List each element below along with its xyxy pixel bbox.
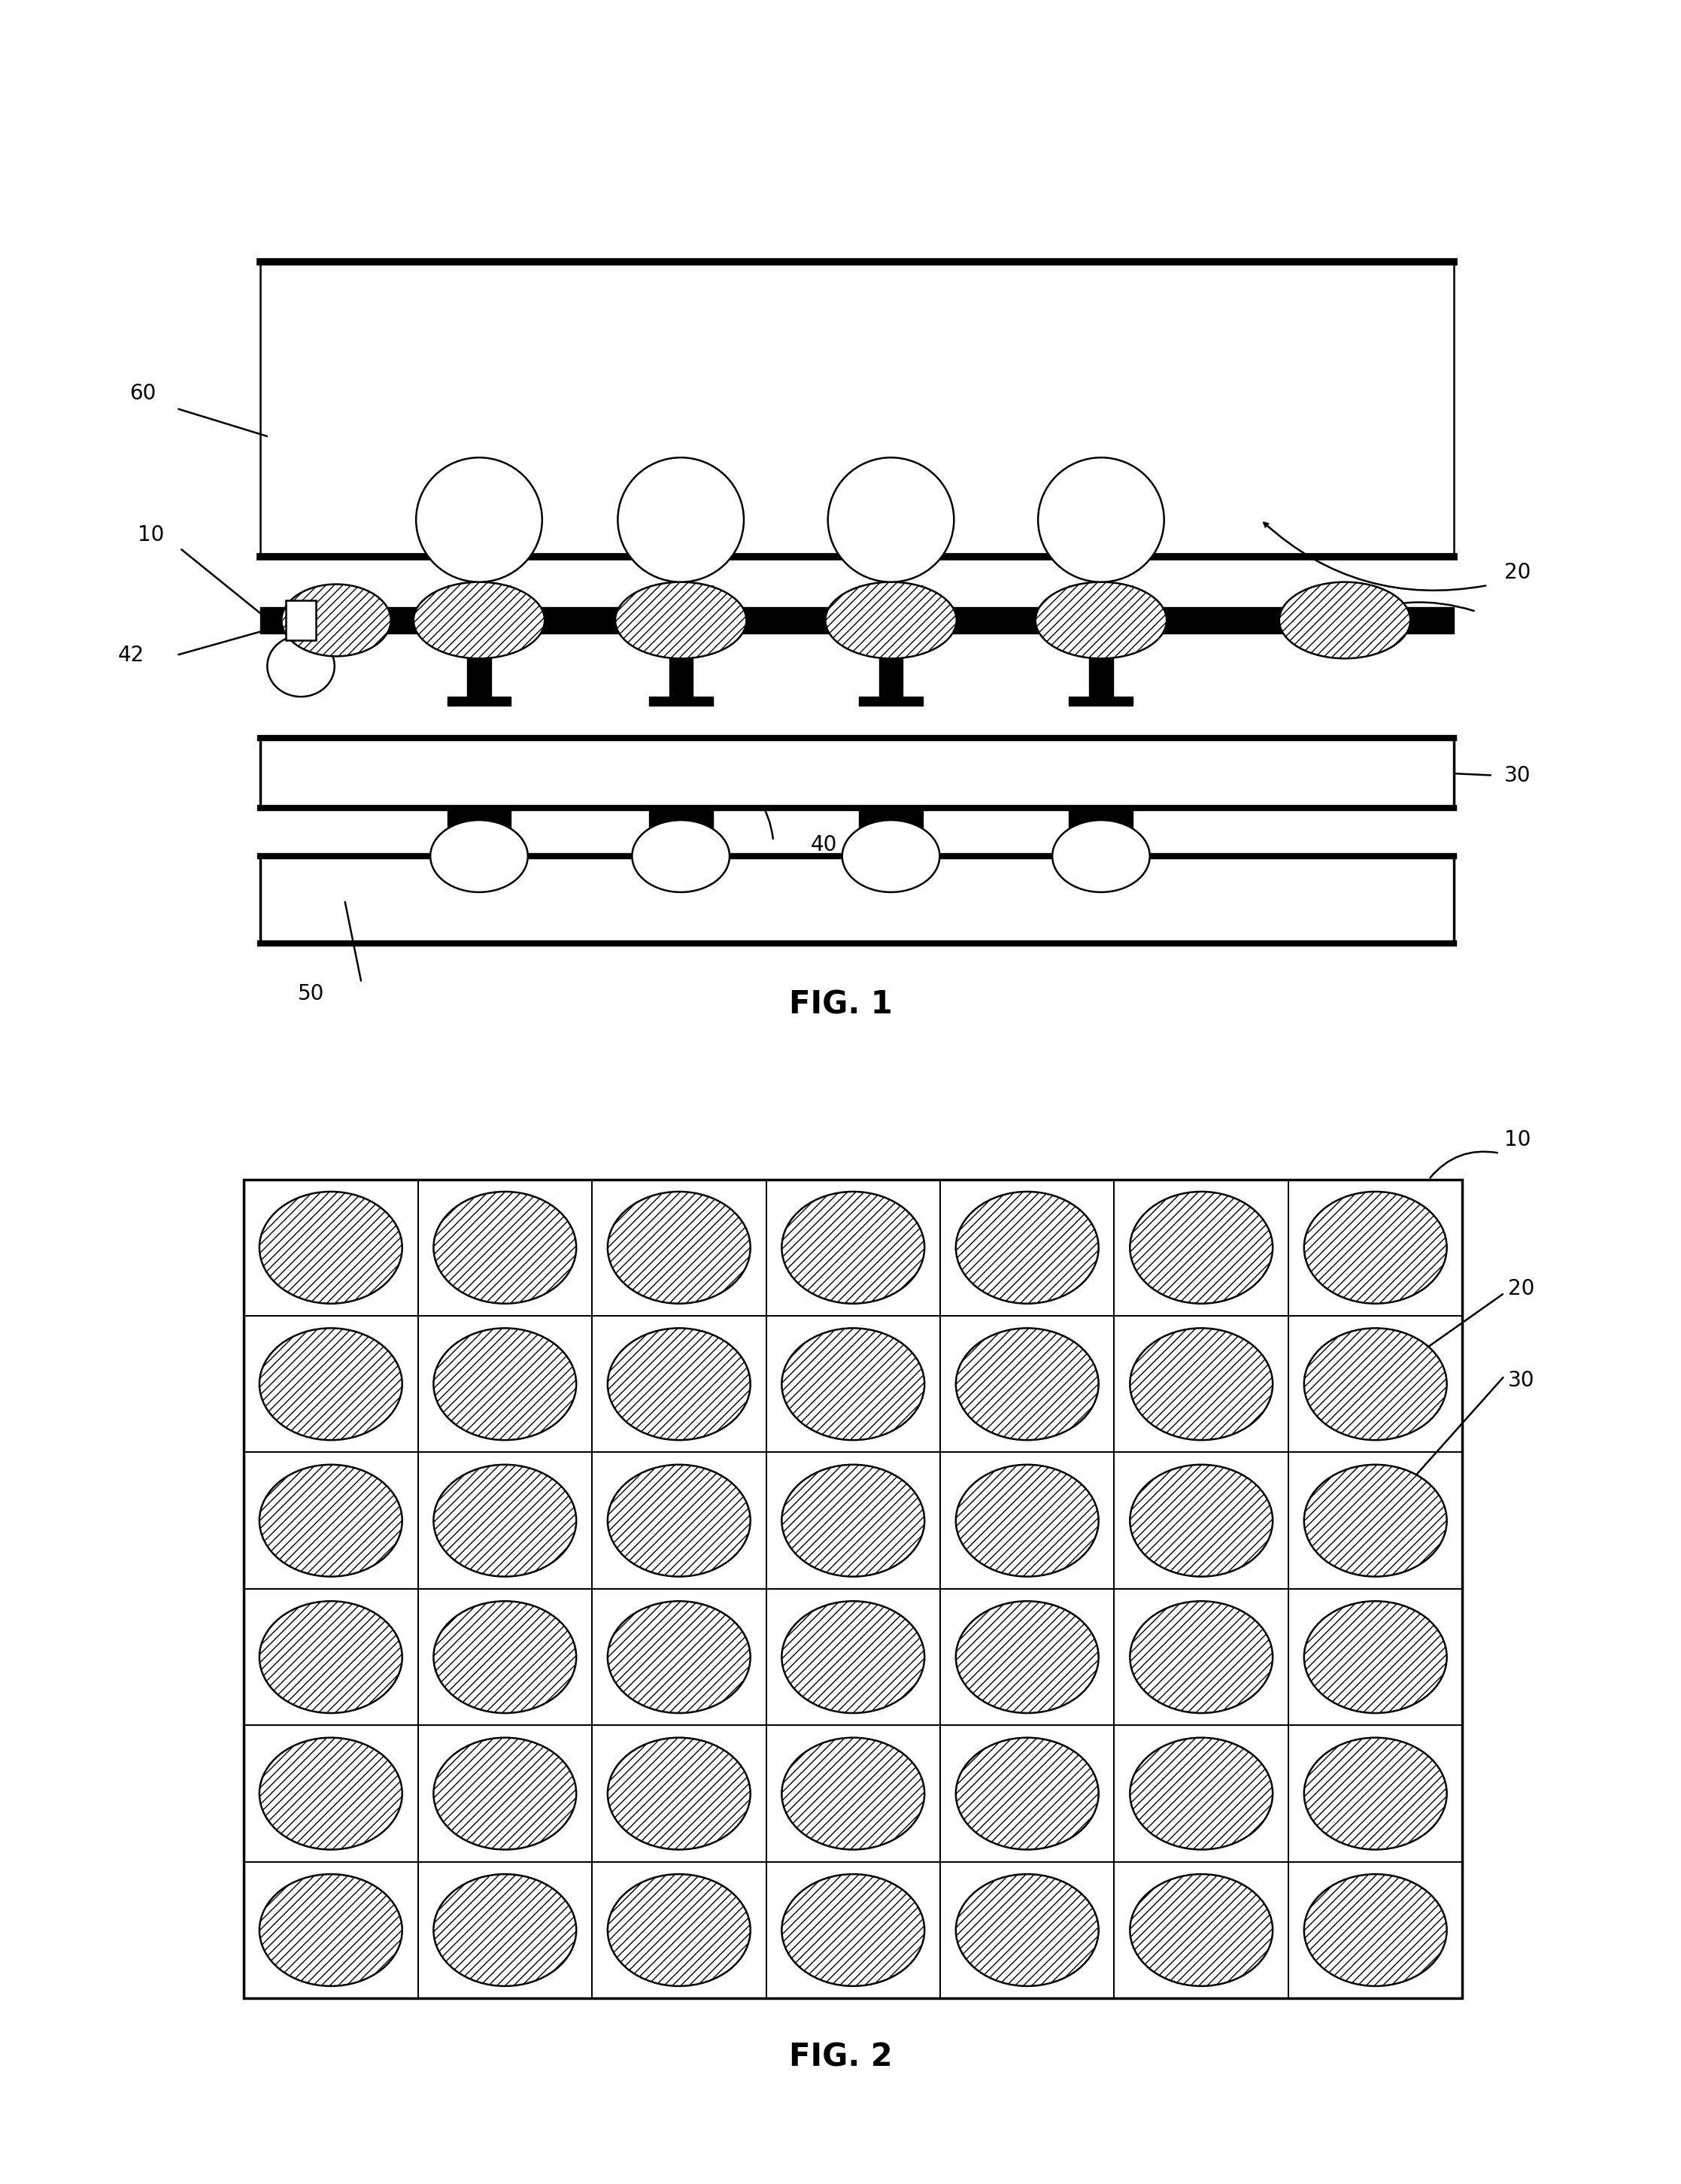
Ellipse shape — [259, 1465, 402, 1577]
Ellipse shape — [259, 1192, 402, 1304]
Bar — [674, 605, 688, 636]
Ellipse shape — [1130, 1874, 1273, 1985]
Ellipse shape — [415, 456, 541, 581]
Ellipse shape — [956, 1874, 1099, 1985]
Ellipse shape — [782, 1874, 925, 1985]
Bar — [261, 262, 1454, 557]
Ellipse shape — [1304, 1601, 1447, 1712]
Ellipse shape — [1304, 1192, 1447, 1304]
Ellipse shape — [632, 821, 730, 891]
Ellipse shape — [1130, 1465, 1273, 1577]
Bar — [1094, 605, 1108, 636]
Ellipse shape — [607, 1465, 750, 1577]
Text: 10: 10 — [1504, 1129, 1531, 1151]
Ellipse shape — [282, 583, 392, 655]
Ellipse shape — [1130, 1328, 1273, 1439]
Ellipse shape — [434, 1192, 577, 1304]
Bar — [649, 697, 713, 705]
Bar — [649, 808, 713, 830]
Text: 30: 30 — [1508, 1369, 1535, 1391]
Ellipse shape — [1279, 583, 1410, 660]
Ellipse shape — [607, 1874, 750, 1985]
Bar — [447, 808, 511, 830]
Ellipse shape — [1304, 1328, 1447, 1439]
Ellipse shape — [956, 1738, 1099, 1850]
Text: 20: 20 — [1508, 1278, 1535, 1299]
Ellipse shape — [842, 821, 940, 891]
Ellipse shape — [607, 1738, 750, 1850]
Ellipse shape — [782, 1328, 925, 1439]
Ellipse shape — [414, 583, 545, 660]
Text: 10: 10 — [138, 524, 165, 546]
Ellipse shape — [956, 1328, 1099, 1439]
Text: 42: 42 — [118, 644, 145, 666]
Ellipse shape — [956, 1192, 1099, 1304]
Ellipse shape — [782, 1465, 925, 1577]
Ellipse shape — [1130, 1192, 1273, 1304]
Ellipse shape — [1130, 1601, 1273, 1712]
Ellipse shape — [1130, 1738, 1273, 1850]
Bar — [286, 601, 316, 640]
Ellipse shape — [259, 1328, 402, 1439]
Ellipse shape — [1304, 1874, 1447, 1985]
Text: 30: 30 — [1504, 764, 1531, 786]
Ellipse shape — [825, 583, 956, 660]
Bar — [1069, 808, 1133, 830]
Bar — [447, 585, 511, 607]
Ellipse shape — [607, 1328, 750, 1439]
Ellipse shape — [607, 1601, 750, 1712]
Ellipse shape — [607, 1192, 750, 1304]
Ellipse shape — [430, 821, 528, 891]
Ellipse shape — [1035, 583, 1167, 660]
Text: FIG. 2: FIG. 2 — [788, 2042, 893, 2073]
Ellipse shape — [267, 636, 335, 697]
Ellipse shape — [619, 456, 745, 581]
Bar — [859, 808, 923, 830]
Text: 50: 50 — [298, 983, 324, 1005]
Ellipse shape — [259, 1738, 402, 1850]
Ellipse shape — [434, 1601, 577, 1712]
Ellipse shape — [259, 1874, 402, 1985]
Ellipse shape — [956, 1601, 1099, 1712]
Ellipse shape — [259, 1601, 402, 1712]
Text: FIG. 1: FIG. 1 — [788, 989, 893, 1020]
Ellipse shape — [1039, 456, 1163, 581]
Text: 60: 60 — [129, 382, 156, 404]
Bar — [884, 605, 898, 636]
Ellipse shape — [782, 1738, 925, 1850]
Ellipse shape — [434, 1328, 577, 1439]
Bar — [261, 738, 1454, 808]
Bar — [859, 585, 923, 607]
Ellipse shape — [615, 583, 746, 660]
Bar — [649, 585, 713, 607]
Bar — [1069, 697, 1133, 705]
Bar — [244, 1179, 1462, 1998]
Ellipse shape — [1304, 1738, 1447, 1850]
Bar — [859, 697, 923, 705]
Bar — [261, 856, 1454, 943]
Ellipse shape — [434, 1465, 577, 1577]
Text: 40: 40 — [810, 834, 837, 856]
Ellipse shape — [956, 1465, 1099, 1577]
Bar — [1069, 585, 1133, 607]
Bar — [472, 605, 486, 636]
Ellipse shape — [1304, 1465, 1447, 1577]
Ellipse shape — [782, 1192, 925, 1304]
Ellipse shape — [1052, 821, 1150, 891]
Ellipse shape — [782, 1601, 925, 1712]
Text: 20: 20 — [1504, 561, 1531, 583]
Bar — [447, 697, 511, 705]
Ellipse shape — [434, 1738, 577, 1850]
Ellipse shape — [827, 456, 955, 581]
Ellipse shape — [434, 1874, 577, 1985]
